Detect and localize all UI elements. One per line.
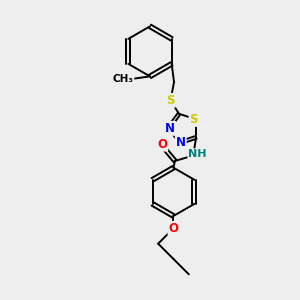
Text: CH₃: CH₃ [112, 74, 134, 84]
Text: N: N [176, 136, 186, 149]
Text: O: O [157, 138, 167, 151]
Text: NH: NH [188, 149, 207, 159]
Text: O: O [169, 222, 178, 235]
Text: S: S [190, 113, 198, 126]
Text: N: N [165, 122, 175, 135]
Text: S: S [166, 94, 175, 107]
